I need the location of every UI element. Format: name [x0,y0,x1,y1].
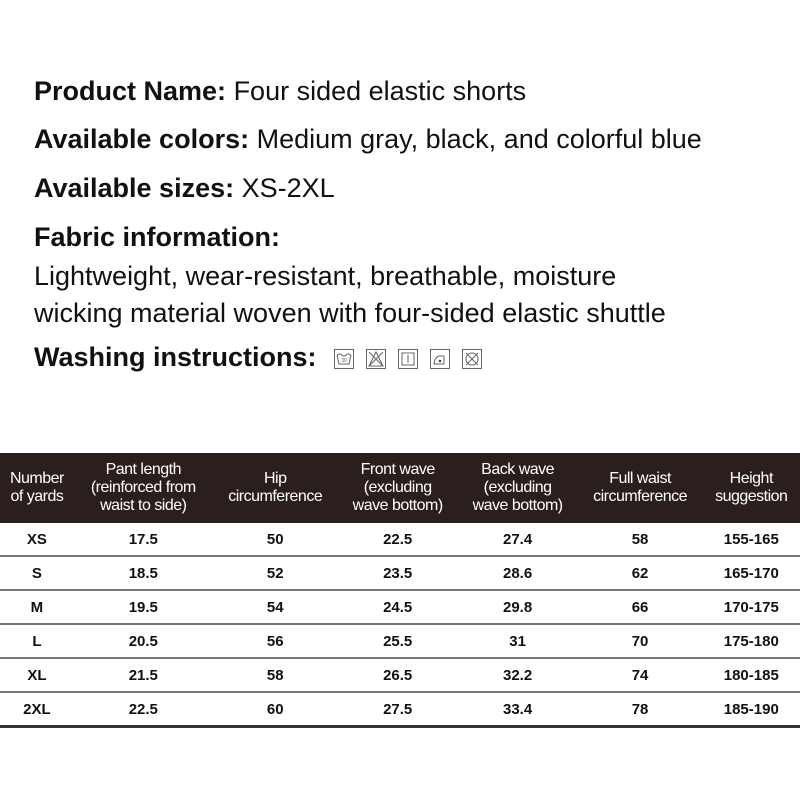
column-header-line: Hip [263,470,287,487]
table-header-row: Number of yards Pant length (reinforced fro… [0,453,800,523]
table-cell: 78 [577,692,703,728]
table-cell: 23.5 [337,556,458,591]
table-cell: XL [0,658,74,693]
table-cell: 50 [212,523,338,557]
fabric-label: Fabric information: [34,222,281,252]
table-cell: 25.5 [337,624,458,659]
table-cell: 56 [212,624,338,659]
column-header-line: Pant length [105,461,182,478]
available-colors: Available colors: Medium gray, black, an… [34,124,702,155]
table-cell: 165-170 [702,556,800,591]
table-cell: 58 [212,658,338,693]
column-header-line: Front wave [360,461,436,478]
table-row: S 18.5 52 23.5 28.6 62 165-170 [0,556,800,591]
iron-low-icon [430,348,451,369]
table-row: 2XL 22.5 60 27.5 33.4 78 185-190 [0,692,800,728]
sizes-value: XS-2XL [241,173,335,203]
column-header-line: suggestion [715,488,788,505]
table-cell: 17.5 [73,523,213,557]
table-cell: 180-185 [702,658,800,693]
table-cell: 66 [577,590,703,625]
table-cell: 52 [212,556,338,591]
table-cell: 19.5 [73,590,213,625]
table-row: M 19.5 54 24.5 29.8 66 170-175 [0,590,800,625]
column-header-line: waist to side) [100,497,187,514]
table-cell: 2XL [0,692,74,728]
product-name: Product Name: Four sided elastic shorts [34,76,526,107]
colors-value: Medium gray, black, and colorful blue [256,124,702,154]
column-header-line: Number [9,470,64,487]
table-cell: 26.5 [337,658,458,693]
table-cell: S [0,556,74,591]
column-header-line: Height [729,470,774,487]
no-bleach-icon [366,348,387,369]
column-header-line: wave bottom) [352,497,444,514]
column-header-line: circumference [228,488,323,505]
table-cell: 31 [457,624,578,659]
table-cell: 27.5 [337,692,458,728]
table-cell: 155-165 [702,523,800,557]
table-cell: M [0,590,74,625]
table-row: XS 17.5 50 22.5 27.4 58 155-165 [0,523,800,557]
available-sizes: Available sizes: XS-2XL [34,173,335,204]
column-header-line: (excluding [483,479,552,496]
washing-label: Washing instructions: [34,342,317,372]
column-header: Number of yards [0,453,74,523]
table-cell: 62 [577,556,703,591]
table-cell: 28.6 [457,556,578,591]
column-header-line: Back wave [481,461,555,478]
table-cell: XS [0,523,74,557]
column-header: Front wave (excluding wave bottom) [337,453,458,523]
table-cell: 74 [577,658,703,693]
no-dryclean-icon [462,348,483,369]
column-header: Hip circumference [212,453,338,523]
wash-30-icon: 30 [334,348,355,369]
table-cell: L [0,624,74,659]
table-cell: 70 [577,624,703,659]
column-header: Back wave (excluding wave bottom) [457,453,578,523]
washing-instructions: Washing instructions: 30 [34,342,483,373]
table-cell: 185-190 [702,692,800,728]
table-cell: 170-175 [702,590,800,625]
column-header-line: Full waist [609,470,671,487]
table-cell: 27.4 [457,523,578,557]
table-cell: 24.5 [337,590,458,625]
svg-text:30: 30 [341,358,347,364]
table-row: XL 21.5 58 26.5 32.2 74 180-185 [0,658,800,693]
size-chart-table: Number of yards Pant length (reinforced fro… [0,453,800,728]
table-cell: 60 [212,692,338,728]
line-dry-icon [398,348,419,369]
column-header-line: (excluding [363,479,432,496]
product-name-label: Product Name: [34,76,227,106]
column-header: Full waist circumference [577,453,703,523]
table-cell: 33.4 [457,692,578,728]
table-cell: 18.5 [73,556,213,591]
table-cell: 175-180 [702,624,800,659]
column-header: Pant length (reinforced from waist to side… [73,453,213,523]
table-cell: 21.5 [73,658,213,693]
table-cell: 22.5 [337,523,458,557]
fabric-description: Lightweight, wear-resistant, breathable,… [34,258,666,332]
table-cell: 29.8 [457,590,578,625]
table-cell: 20.5 [73,624,213,659]
column-header-line: of yards [10,488,64,505]
table-row: L 20.5 56 25.5 31 70 175-180 [0,624,800,659]
table-cell: 54 [212,590,338,625]
sizes-label: Available sizes: [34,173,235,203]
table-cell: 32.2 [457,658,578,693]
column-header: Height suggestion [702,453,800,523]
column-header-line: wave bottom) [472,497,564,514]
column-header-line: circumference [593,488,688,505]
column-header-line: (reinforced from [90,479,196,496]
product-name-value: Four sided elastic shorts [233,76,527,106]
fabric-line-1: Lightweight, wear-resistant, breathable,… [34,261,617,291]
fabric-line-2: wicking material woven with four-sided e… [34,298,666,328]
fabric-heading: Fabric information: [34,222,280,253]
colors-label: Available colors: [34,124,250,154]
table-cell: 22.5 [73,692,213,728]
table-cell: 58 [577,523,703,557]
